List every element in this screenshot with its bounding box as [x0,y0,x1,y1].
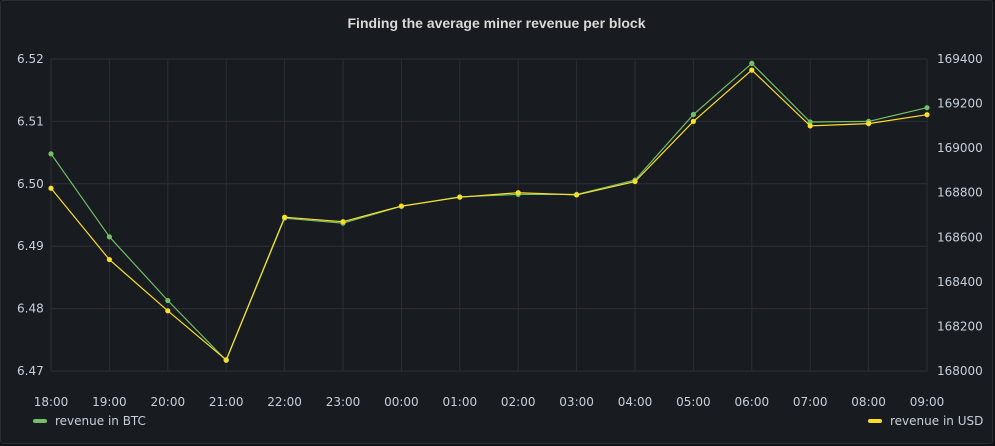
y-left-tick-label: 6.51 [17,114,44,128]
data-point-usd [48,185,54,191]
chart-title: Finding the average miner revenue per bl… [347,15,646,31]
x-tick-label: 19:00 [92,395,127,409]
x-tick-label: 05:00 [676,395,711,409]
legend-label-usd: revenue in USD [890,414,984,428]
series-line-usd [50,69,928,361]
data-point-btc [749,60,755,66]
x-tick-label: 03:00 [559,395,594,409]
data-point-usd [223,357,229,363]
series-line-btc [50,62,928,362]
data-point-usd [340,219,346,225]
legend-label-btc: revenue in BTC [55,414,146,428]
axes: 6.47 6.48 6.49 6.50 6.51 6.52 18:00 19:00 20:00 2… [17,52,983,409]
y-left-tick-label: 6.52 [17,52,44,66]
legend-item-usd[interactable]: revenue in USD [868,414,983,428]
data-point-btc [106,234,112,240]
y-right-tick-label: 168000 [937,364,983,378]
data-point-btc [690,111,697,118]
y-right-tick-label: 168200 [937,319,983,333]
data-point-btc [165,297,171,304]
x-tick-label: 18:00 [34,395,69,409]
data-point-usd [574,192,580,198]
x-tick-label: 22:00 [267,395,302,409]
series [48,60,930,363]
data-point-usd [866,121,872,127]
data-point-usd [515,190,521,196]
y-left-tick-label: 6.48 [17,302,44,316]
y-right-tick-label: 168600 [937,230,983,244]
x-tick-label: 02:00 [501,395,536,409]
y-left-tick-label: 6.50 [17,177,44,191]
y-right-tick-label: 169200 [937,97,983,111]
legend-item-btc[interactable]: revenue in BTC [33,414,146,428]
y-right-tick-label: 168800 [937,186,983,200]
x-tick-label: 07:00 [793,395,828,409]
x-tick-label: 09:00 [910,395,945,409]
x-tick-label: 04:00 [618,395,653,409]
data-point-btc [48,151,54,157]
y-right-tick-label: 169400 [937,52,983,66]
data-point-usd [807,123,813,129]
x-tick-label: 20:00 [151,395,186,409]
data-point-usd [457,194,463,200]
x-tick-label: 21:00 [209,395,244,409]
grid [50,58,928,372]
data-point-usd [282,214,288,220]
legend-swatch-btc [33,419,47,423]
x-tick-label: 06:00 [735,395,770,409]
data-point-usd [165,308,171,314]
y-left-tick-label: 6.47 [17,364,44,378]
data-point-usd [690,118,697,124]
data-point-usd [924,112,930,118]
x-tick-label: 01:00 [443,395,478,409]
legend-swatch-usd [868,419,882,423]
y-left-tick-label: 6.49 [17,239,44,253]
y-right-tick-label: 169000 [937,141,983,155]
data-point-usd [632,178,638,185]
data-point-usd [749,67,755,73]
x-tick-label: 00:00 [384,395,419,409]
data-point-btc [807,119,813,125]
x-tick-label: 08:00 [851,395,886,409]
data-point-usd [106,256,112,263]
data-point-btc [924,105,930,111]
y-right-tick-label: 168400 [937,275,983,289]
data-point-usd [398,203,404,209]
x-tick-label: 23:00 [326,395,361,409]
